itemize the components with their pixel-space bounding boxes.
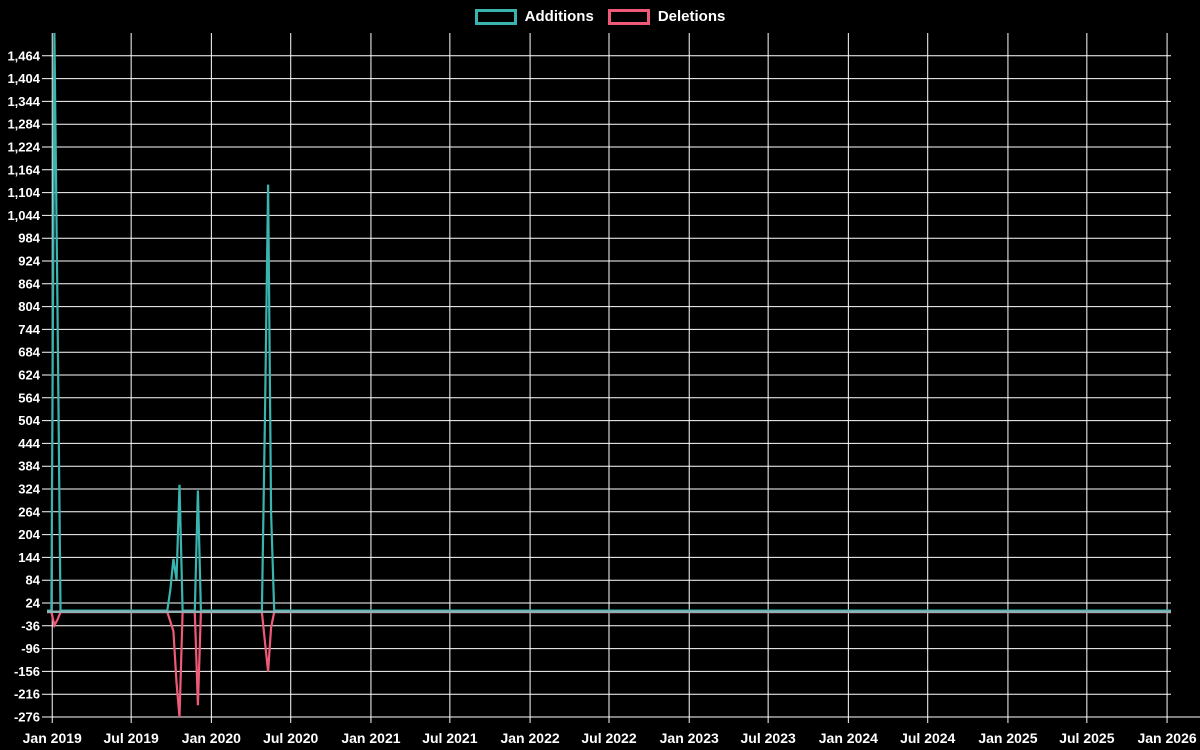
x-axis-tick-label: Jan 2023 (660, 730, 719, 746)
x-axis-tick-label: Jan 2022 (500, 730, 559, 746)
y-axis-tick-label: 444 (18, 436, 40, 451)
y-axis-tick-label: -96 (21, 641, 40, 656)
legend-item-deletions[interactable]: Deletions (607, 8, 726, 25)
y-axis-tick-label: 204 (18, 527, 40, 542)
x-axis-tick-label: Jul 2023 (741, 730, 796, 746)
y-axis-tick-label: 384 (18, 459, 40, 474)
x-axis-tick-label: Jul 2019 (104, 730, 159, 746)
y-axis-tick-label: 1,284 (7, 117, 40, 132)
series-line-deletions (47, 610, 1171, 718)
legend-item-additions[interactable]: Additions (474, 8, 594, 25)
y-axis-tick-label: 1,164 (7, 162, 40, 177)
additions-swatch-icon (474, 8, 517, 25)
y-axis-tick-label: 1,044 (7, 208, 40, 223)
y-axis-tick-label: -36 (21, 618, 40, 633)
series-line-additions (47, 32, 1171, 612)
x-axis-tick-label: Jul 2022 (581, 730, 636, 746)
y-axis-tick-label: 1,404 (7, 71, 40, 86)
y-axis-tick-label: 84 (26, 573, 41, 588)
y-axis-tick-label: 324 (18, 482, 40, 497)
x-axis-tick-label: Jan 2024 (819, 730, 878, 746)
x-axis-tick-label: Jan 2020 (182, 730, 241, 746)
x-axis-tick-label: Jan 2021 (341, 730, 400, 746)
x-axis-tick-label: Jul 2021 (422, 730, 477, 746)
x-axis-tick-label: Jul 2020 (263, 730, 318, 746)
y-axis-tick-label: 984 (18, 231, 40, 246)
y-axis-tick-label: 624 (18, 368, 40, 383)
y-axis-tick-label: 564 (18, 390, 40, 405)
y-axis-tick-label: 804 (18, 299, 40, 314)
y-axis-tick-label: 1,464 (7, 48, 40, 63)
y-axis-tick-label: 24 (26, 596, 41, 611)
legend-label-deletions: Deletions (657, 8, 726, 25)
deletions-swatch-icon (607, 8, 650, 25)
x-axis-tick-label: Jul 2024 (900, 730, 955, 746)
y-axis-tick-label: 684 (18, 345, 40, 360)
y-axis-tick-label: -276 (14, 710, 40, 725)
x-axis-tick-label: Jan 2026 (1137, 730, 1196, 746)
legend-label-additions: Additions (524, 8, 594, 25)
y-axis-tick-label: 144 (18, 550, 40, 565)
y-axis-tick-label: 1,344 (7, 94, 40, 109)
y-axis-tick-label: -156 (14, 664, 40, 679)
y-axis-tick-label: 744 (18, 322, 40, 337)
x-axis-tick-label: Jan 2025 (978, 730, 1037, 746)
y-axis-tick-label: 864 (18, 276, 40, 291)
y-axis-tick-label: -216 (14, 687, 40, 702)
x-axis-tick-label: Jul 2025 (1059, 730, 1114, 746)
y-axis-tick-label: 504 (18, 413, 40, 428)
y-axis-tick-label: 924 (18, 254, 40, 269)
y-axis-tick-label: 1,224 (7, 140, 40, 155)
y-axis-tick-label: 264 (18, 504, 40, 519)
x-axis-tick-label: Jan 2019 (23, 730, 82, 746)
y-axis-tick-label: 1,104 (7, 185, 40, 200)
chart-legend: Additions Deletions (0, 8, 1200, 25)
